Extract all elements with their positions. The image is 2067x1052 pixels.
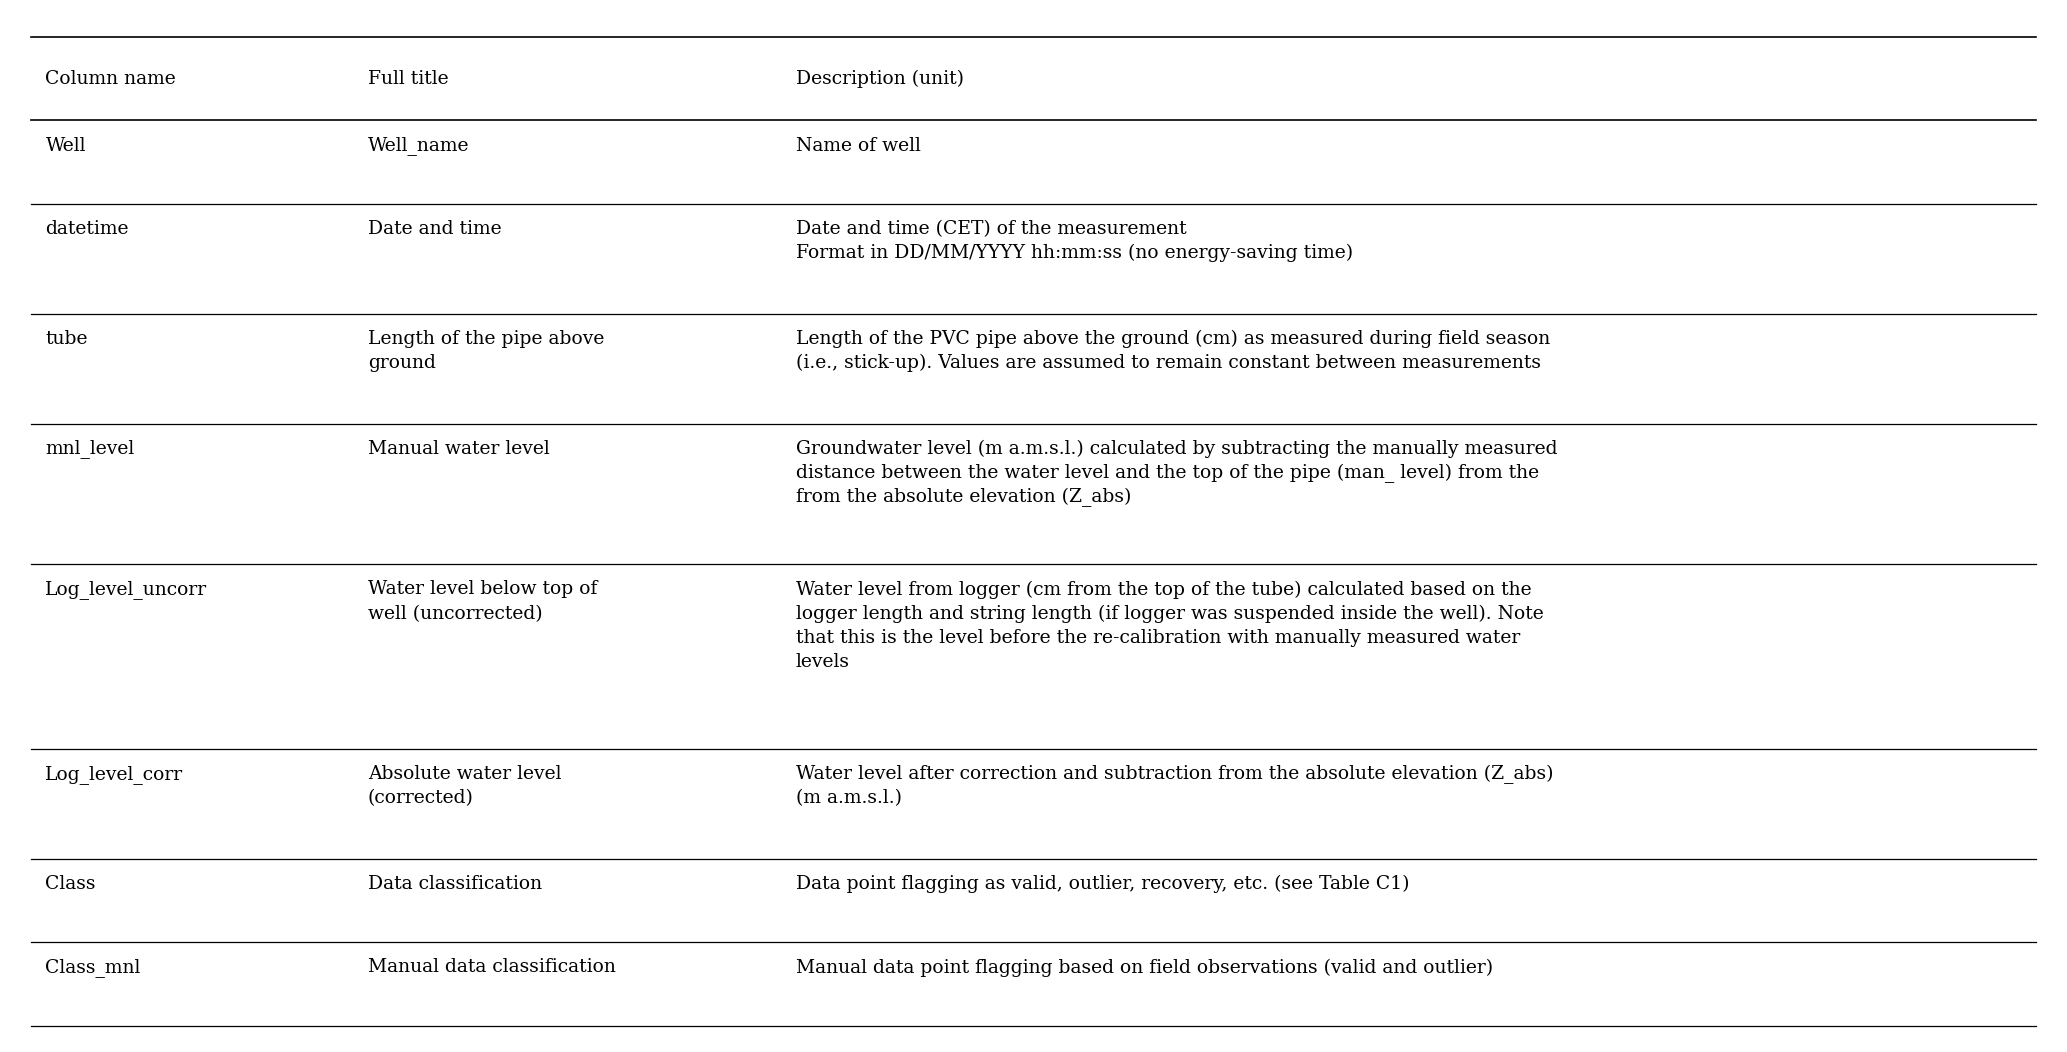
Text: Data point flagging as valid, outlier, recovery, etc. (see Table C1): Data point flagging as valid, outlier, r…: [796, 875, 1410, 893]
Text: that this is the level before the re-calibration with manually measured water: that this is the level before the re-cal…: [796, 629, 1519, 647]
Text: Class_mnl: Class_mnl: [45, 958, 141, 977]
Text: Full title: Full title: [368, 69, 449, 87]
Text: (i.e., stick-up). Values are assumed to remain constant between measurements: (i.e., stick-up). Values are assumed to …: [796, 355, 1540, 372]
Text: Length of the pipe above: Length of the pipe above: [368, 330, 604, 348]
Text: Description (unit): Description (unit): [796, 69, 963, 87]
Text: Data classification: Data classification: [368, 875, 542, 893]
Text: levels: levels: [796, 653, 850, 671]
Text: Water level after correction and subtraction from the absolute elevation (Z_abs): Water level after correction and subtrac…: [796, 765, 1552, 784]
Text: Log_level_uncorr: Log_level_uncorr: [45, 580, 207, 599]
Text: distance between the water level and the top of the pipe (man_ level) from the: distance between the water level and the…: [796, 464, 1540, 483]
Text: Class: Class: [45, 875, 95, 893]
Text: Column name: Column name: [45, 69, 176, 87]
Text: Water level from logger (cm from the top of the tube) calculated based on the: Water level from logger (cm from the top…: [796, 581, 1532, 599]
Text: datetime: datetime: [45, 220, 128, 238]
Text: (corrected): (corrected): [368, 789, 473, 807]
Text: from the absolute elevation (Z_abs): from the absolute elevation (Z_abs): [796, 487, 1131, 507]
Text: mnl_level: mnl_level: [45, 440, 134, 459]
Text: well (uncorrected): well (uncorrected): [368, 605, 542, 623]
Text: Water level below top of: Water level below top of: [368, 581, 597, 599]
Text: Manual water level: Manual water level: [368, 440, 550, 458]
Text: Date and time (CET) of the measurement: Date and time (CET) of the measurement: [796, 220, 1186, 238]
Text: Log_level_corr: Log_level_corr: [45, 765, 184, 784]
Text: Length of the PVC pipe above the ground (cm) as measured during field season: Length of the PVC pipe above the ground …: [796, 330, 1550, 348]
Text: Well: Well: [45, 137, 87, 155]
Text: (m a.m.s.l.): (m a.m.s.l.): [796, 789, 901, 807]
Text: Manual data classification: Manual data classification: [368, 958, 616, 976]
Text: tube: tube: [45, 330, 89, 348]
Text: logger length and string length (if logger was suspended inside the well). Note: logger length and string length (if logg…: [796, 605, 1544, 623]
Text: Groundwater level (m a.m.s.l.) calculated by subtracting the manually measured: Groundwater level (m a.m.s.l.) calculate…: [796, 440, 1556, 458]
Text: Well_name: Well_name: [368, 136, 469, 155]
Text: Date and time: Date and time: [368, 220, 502, 238]
Text: Absolute water level: Absolute water level: [368, 765, 562, 783]
Text: ground: ground: [368, 355, 436, 372]
Text: Format in DD/MM/YYYY hh:mm:ss (no energy-saving time): Format in DD/MM/YYYY hh:mm:ss (no energy…: [796, 244, 1354, 262]
Text: Manual data point flagging based on field observations (valid and outlier): Manual data point flagging based on fiel…: [796, 958, 1492, 976]
Text: Name of well: Name of well: [796, 137, 920, 155]
